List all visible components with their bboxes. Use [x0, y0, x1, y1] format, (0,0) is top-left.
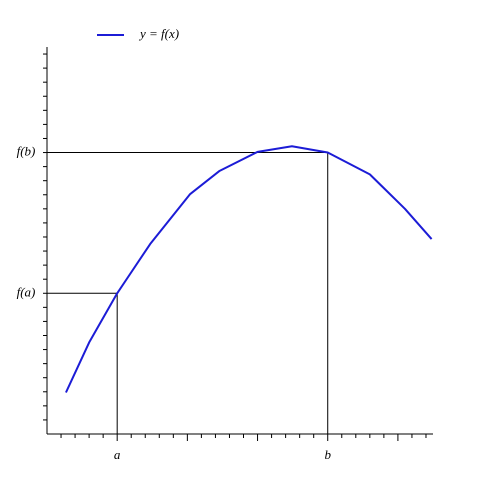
legend-label: y = f(x)	[138, 26, 179, 41]
y-tick-label: f(b)	[17, 144, 36, 159]
x-tick-label: a	[114, 447, 121, 462]
curve	[65, 145, 433, 393]
y-tick-label: f(a)	[17, 284, 36, 299]
x-tick-label: b	[324, 447, 331, 462]
